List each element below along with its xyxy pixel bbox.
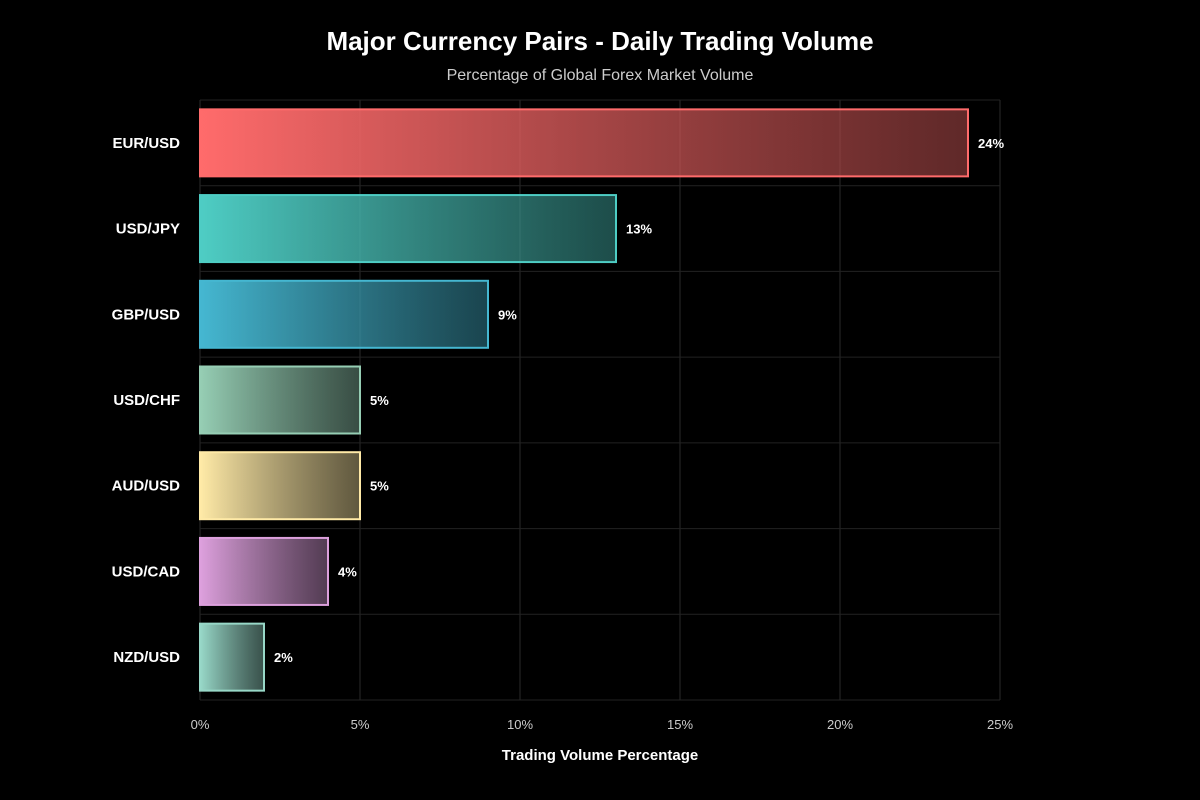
category-label: GBP/USD — [112, 306, 181, 323]
bar-shade — [201, 367, 359, 433]
bar-shade — [201, 196, 615, 262]
category-label: AUD/USD — [112, 478, 181, 495]
x-tick-label: 20% — [827, 717, 853, 732]
data-label: 4% — [338, 564, 357, 579]
chart-title: Major Currency Pairs - Daily Trading Vol… — [326, 26, 873, 56]
category-label: EUR/USD — [112, 135, 180, 152]
bar-shade — [201, 281, 487, 347]
x-tick-label: 5% — [351, 717, 370, 732]
x-axis-label: Trading Volume Percentage — [502, 747, 698, 764]
x-tick-label: 10% — [507, 717, 533, 732]
category-label: USD/JPY — [116, 221, 180, 238]
bar-shade — [201, 110, 967, 176]
x-tick-label: 0% — [191, 717, 210, 732]
data-label: 24% — [978, 136, 1004, 151]
grid — [199, 99, 1001, 701]
x-tick-label: 15% — [667, 717, 693, 732]
data-label: 5% — [370, 479, 389, 494]
category-label: USD/CHF — [113, 392, 180, 409]
data-label: 13% — [626, 222, 652, 237]
data-label: 5% — [370, 393, 389, 408]
bar-shade — [201, 538, 327, 604]
bar-shade — [201, 453, 359, 519]
bar-shade — [201, 624, 263, 690]
chart-subtitle: Percentage of Global Forex Market Volume — [447, 67, 754, 84]
data-label: 9% — [498, 307, 517, 322]
category-label: NZD/USD — [113, 649, 180, 666]
category-label: USD/CAD — [112, 563, 181, 580]
labels: 0% 5% 10% 15% 20% 25% EUR/USD 24% USD/JPY 13% GBP/… — [112, 135, 1014, 732]
bars — [199, 108, 969, 692]
x-tick-label: 25% — [987, 717, 1013, 732]
data-label: 2% — [274, 650, 293, 665]
